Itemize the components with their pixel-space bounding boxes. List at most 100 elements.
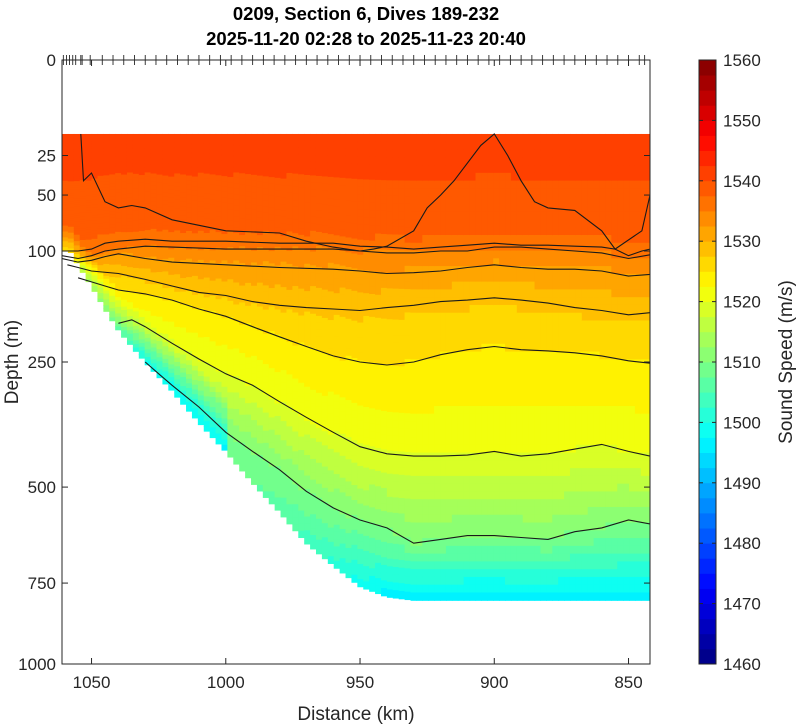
field-cell (256, 145, 264, 153)
field-cell (186, 249, 193, 255)
field-cell (345, 385, 353, 394)
field-cell (516, 530, 524, 539)
field-cell (197, 400, 205, 406)
field-cell (315, 371, 323, 380)
field-cell (186, 286, 193, 292)
field-cell (215, 263, 223, 269)
field-cell (345, 525, 353, 534)
field-cell (321, 516, 329, 524)
field-cell (79, 251, 87, 255)
field-cell (286, 224, 293, 233)
field-cell (268, 423, 276, 431)
field-cell (115, 199, 122, 204)
field-cell (445, 304, 453, 314)
field-cell (138, 346, 146, 352)
field-cell (251, 361, 258, 369)
field-cell (404, 133, 412, 143)
field-cell (528, 460, 536, 469)
field-cell (209, 336, 217, 342)
field-cell (469, 266, 477, 275)
field-cell (150, 288, 158, 293)
field-cell (256, 377, 264, 385)
field-cell (79, 223, 87, 227)
field-cell (268, 479, 276, 486)
field-cell (109, 267, 116, 272)
field-cell (386, 257, 394, 266)
field-cell (445, 460, 453, 469)
field-cell (392, 280, 400, 290)
field-cell (310, 348, 317, 356)
field-cell (339, 485, 347, 493)
field-cell (327, 484, 335, 493)
field-cell (546, 312, 553, 322)
field-cell (85, 175, 93, 179)
field-cell (73, 170, 81, 174)
field-cell (546, 374, 553, 384)
field-cell (239, 268, 246, 275)
field-cell (410, 258, 418, 267)
field-cell (186, 360, 193, 366)
field-cell (191, 162, 199, 168)
field-cell (315, 490, 323, 499)
field-cell (481, 444, 488, 454)
field-cell (268, 195, 276, 203)
field-cell (404, 196, 412, 205)
field-cell (168, 343, 175, 348)
field-cell (103, 299, 110, 303)
field-cell (522, 351, 530, 360)
field-cell (369, 156, 376, 166)
field-cell (268, 294, 276, 301)
field-cell (416, 211, 423, 221)
field-cell (215, 252, 223, 259)
field-cell (440, 141, 447, 151)
field-cell (369, 469, 376, 478)
field-cell (510, 336, 518, 345)
field-cell (221, 365, 228, 372)
field-cell (168, 360, 175, 365)
field-cell (292, 140, 299, 148)
field-cell (209, 230, 217, 236)
field-cell (416, 133, 423, 143)
field-cell (392, 543, 400, 553)
field-cell (62, 139, 69, 143)
field-cell (404, 389, 412, 399)
field-cell (333, 351, 341, 359)
field-cell (132, 242, 140, 247)
field-cell (274, 253, 282, 260)
field-cell (115, 150, 122, 155)
field-cell (546, 545, 553, 555)
field-cell (516, 258, 524, 267)
field-cell (150, 193, 158, 198)
field-cell (197, 206, 205, 213)
field-cell (256, 294, 264, 302)
field-cell (422, 227, 429, 236)
field-cell (351, 567, 358, 576)
field-cell (73, 187, 81, 191)
field-cell (428, 211, 435, 221)
field-cell (339, 536, 347, 545)
field-cell (339, 528, 347, 537)
field-cell (345, 133, 353, 142)
field-cell (298, 201, 305, 209)
field-cell (475, 328, 482, 337)
field-cell (150, 315, 158, 321)
field-cell (510, 320, 518, 329)
field-cell (251, 209, 258, 217)
field-cell (445, 289, 453, 298)
field-cell (410, 219, 418, 228)
field-cell (79, 258, 87, 262)
field-cell (268, 368, 276, 375)
field-cell (144, 149, 152, 154)
field-cell (522, 180, 530, 189)
field-cell (475, 398, 482, 407)
field-cell (274, 196, 282, 204)
field-cell (115, 326, 122, 331)
field-cell (62, 249, 69, 252)
field-cell (363, 452, 370, 461)
field-cell (121, 154, 128, 159)
field-cell (109, 314, 116, 319)
field-cell (546, 343, 553, 353)
field-cell (280, 338, 288, 346)
field-cell (304, 379, 311, 388)
field-cell (221, 302, 228, 309)
